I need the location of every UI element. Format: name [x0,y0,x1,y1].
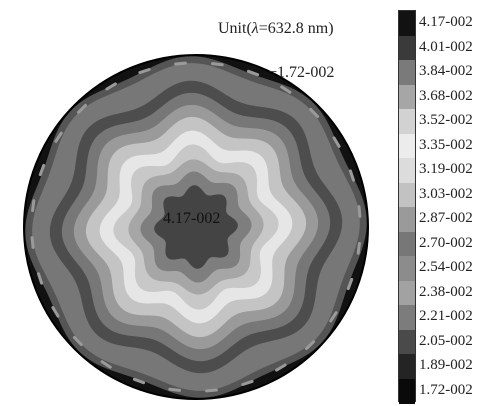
edge-dash [356,241,361,255]
aperture-border [23,54,369,400]
colorbar-tick-label: 2.87-002 [419,210,473,227]
min-value-annotation: −1.72-002 [268,64,335,81]
edge-dash [38,163,46,177]
edge-dash [246,69,260,77]
edge-dash [205,388,218,393]
edge-dash [329,311,338,323]
edge-dash [174,61,187,66]
edge-dash-marks [30,61,362,393]
colorbar-swatch [399,35,415,61]
unit-label: Unit(λ=632.8 nm) [218,20,334,38]
edge-dash [100,360,112,369]
edge-dash [51,306,60,318]
edge-dash [31,199,36,213]
colorbar-legend [398,10,416,404]
colorbar-swatch [399,84,415,110]
colorbar-swatch [399,60,415,85]
edge-dash [138,68,151,75]
colorbar-tick-label: 3.68-002 [419,87,473,104]
colorbar-tick-label: 2.54-002 [419,259,473,276]
colorbar-swatch [399,11,415,36]
edge-dash [76,103,87,114]
unit-prefix: Unit( [218,20,252,37]
colorbar-tick-label: 3.84-002 [419,63,473,80]
colorbar-tick-label: 3.19-002 [419,161,473,178]
contour-rings [23,54,369,400]
edge-dash [210,62,224,67]
edge-dash [241,379,254,386]
edge-dash [357,205,362,218]
edge-dash [30,236,35,249]
colorbar-swatch [399,158,415,183]
lambda-symbol: λ [251,20,259,37]
edge-dash [72,336,83,347]
contour-ring [154,185,238,269]
colorbar-swatch [399,231,415,257]
colorbar-swatch [399,280,415,306]
colorbar-swatch [399,109,415,134]
colorbar-tick-label: 2.70-002 [419,234,473,251]
colorbar-swatch [399,354,415,379]
edge-dash [305,340,316,351]
colorbar-tick-label: 3.35-002 [419,136,473,153]
unit-suffix: =632.8 nm) [258,20,334,37]
colorbar-tick-label: 3.03-002 [419,185,473,202]
edge-dash [132,377,146,385]
colorbar-swatch [399,207,415,232]
edge-dash [346,277,354,291]
colorbar-tick-label: 4.01-002 [419,38,473,55]
center-value-annotation: 4.17-002 [163,210,221,227]
colorbar-swatch [399,133,415,159]
colorbar-swatch [399,182,415,208]
colorbar-swatch [399,378,415,404]
edge-dash [168,387,182,392]
colorbar-tick-label: 1.89-002 [419,357,473,374]
edge-dash [280,85,292,94]
edge-dash [309,107,320,118]
wavefront-contour-plot [23,54,369,400]
colorbar-labels: 4.17-002 4.01-002 3.84-002 3.68-002 3.52-002… [419,10,491,402]
edge-dash [105,82,117,91]
colorbar-swatch [399,305,415,330]
edge-dash [332,136,341,148]
colorbar-tick-label: 4.17-002 [419,14,473,31]
colorbar-tick-label: 1.72-002 [419,381,473,398]
colorbar-tick-label: 2.05-002 [419,332,473,349]
colorbar-tick-label: 2.38-002 [419,283,473,300]
colorbar-tick-label: 2.21-002 [419,308,473,325]
edge-dash [37,272,44,285]
colorbar-tick-label: 3.52-002 [419,112,473,129]
colorbar-swatch [399,329,415,355]
edge-dash [54,131,63,143]
edge-dash [348,169,355,182]
colorbar-swatch [399,256,415,281]
edge-dash [275,363,287,372]
